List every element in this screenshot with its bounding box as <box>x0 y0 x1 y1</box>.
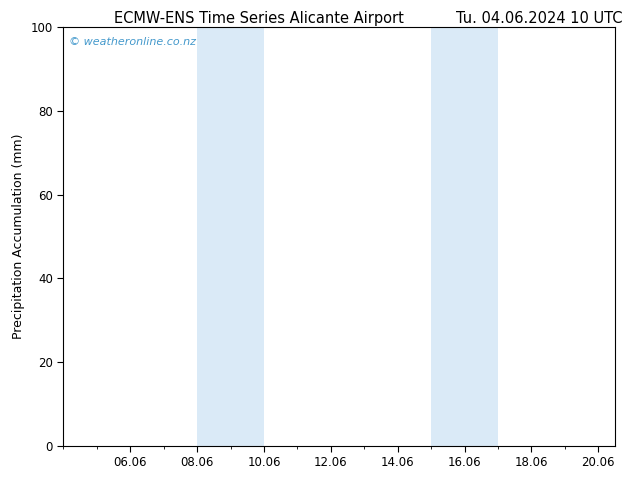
Bar <box>197 27 264 446</box>
Y-axis label: Precipitation Accumulation (mm): Precipitation Accumulation (mm) <box>12 134 25 339</box>
Text: © weatheronline.co.nz: © weatheronline.co.nz <box>69 37 196 48</box>
Text: Tu. 04.06.2024 10 UTC: Tu. 04.06.2024 10 UTC <box>456 11 623 26</box>
Bar <box>431 27 498 446</box>
Text: ECMW-ENS Time Series Alicante Airport: ECMW-ENS Time Series Alicante Airport <box>114 11 404 26</box>
